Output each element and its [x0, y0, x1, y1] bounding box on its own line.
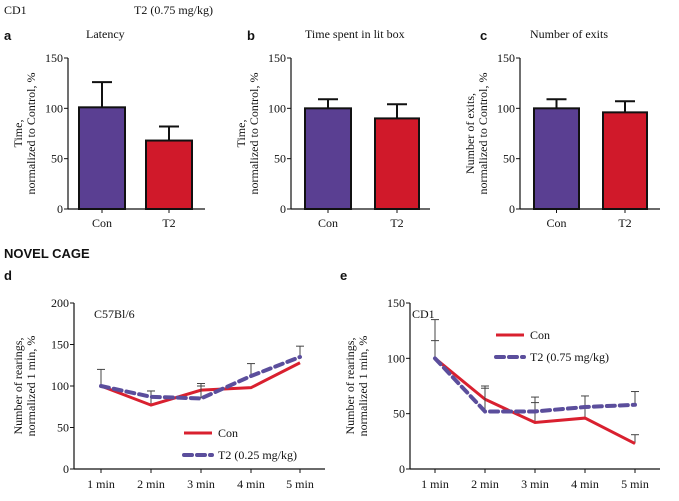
chart-title: Latency [86, 27, 125, 41]
x-tick-label: T2 [390, 216, 403, 230]
series-line-t2 [99, 354, 302, 401]
y-tick-label: 100 [268, 101, 286, 115]
x-tick-label: Con [318, 216, 338, 230]
y-tick-label: 0 [509, 202, 515, 216]
y-axis-label: normalized 1 min, % [24, 336, 38, 437]
y-tick-label: 150 [45, 51, 63, 65]
x-tick-label: 3 min [521, 477, 549, 491]
y-tick-label: 150 [387, 296, 405, 310]
y-tick-label: 50 [51, 152, 63, 166]
y-tick-label: 0 [63, 462, 69, 476]
x-tick-label: 2 min [471, 477, 499, 491]
y-tick-label: 150 [497, 51, 515, 65]
y-tick-label: 150 [268, 51, 286, 65]
x-tick-label: 4 min [237, 477, 265, 491]
y-axis-label: Time, [234, 120, 248, 148]
y-tick-label: 0 [399, 462, 405, 476]
bar-t2 [145, 139, 193, 210]
y-axis-label: Number of rearings, [343, 338, 357, 435]
panel-letter: a [4, 28, 12, 43]
x-tick-label: 5 min [621, 477, 649, 491]
bar-t2 [602, 111, 648, 210]
strain-annotation: CD1 [412, 307, 435, 321]
strain-annotation: C57Bl/6 [94, 307, 135, 321]
bar-con [533, 107, 580, 210]
legend-label: T2 (0.25 mg/kg) [218, 448, 297, 462]
y-axis-label: normalized to Control, % [247, 73, 261, 195]
chart-title: Time spent in lit box [305, 27, 405, 41]
chart-title: Number of exits [530, 27, 608, 41]
legend-label: T2 (0.75 mg/kg) [530, 350, 609, 364]
x-tick-label: 3 min [187, 477, 215, 491]
y-tick-label: 100 [497, 101, 515, 115]
x-tick-label: Con [92, 216, 112, 230]
x-tick-label: 1 min [87, 477, 115, 491]
legend-label: Con [218, 426, 238, 440]
y-axis-label: normalized to Control, % [476, 73, 490, 195]
panel-letter: e [340, 268, 347, 283]
y-tick-label: 50 [57, 421, 69, 435]
header-strain: CD1 [4, 3, 27, 17]
y-tick-label: 50 [393, 407, 405, 421]
legend-label: Con [530, 328, 550, 342]
panel-letter: c [480, 28, 487, 43]
series-line-t2 [433, 356, 637, 414]
bar-con [304, 107, 352, 210]
bar-t2 [374, 117, 420, 210]
x-tick-label: 4 min [571, 477, 599, 491]
x-tick-label: 5 min [286, 477, 314, 491]
section-title: NOVEL CAGE [4, 246, 90, 261]
y-axis-label: Time, [11, 120, 25, 148]
y-tick-label: 50 [274, 152, 286, 166]
x-tick-label: Con [546, 216, 566, 230]
y-axis-label: Number of rearings, [11, 338, 25, 435]
panel-letter: d [4, 268, 12, 283]
header-treatment: T2 (0.75 mg/kg) [134, 3, 213, 17]
y-tick-label: 0 [57, 202, 63, 216]
x-tick-label: T2 [162, 216, 175, 230]
y-tick-label: 200 [51, 296, 69, 310]
y-tick-label: 150 [51, 338, 69, 352]
y-tick-label: 0 [280, 202, 286, 216]
bar-con [78, 106, 126, 210]
panel-letter: b [247, 28, 255, 43]
y-tick-label: 50 [503, 152, 515, 166]
x-tick-label: 1 min [421, 477, 449, 491]
y-tick-label: 100 [51, 379, 69, 393]
y-axis-label: normalized 1 min, % [356, 336, 370, 437]
y-tick-label: 100 [45, 101, 63, 115]
y-tick-label: 100 [387, 351, 405, 365]
x-tick-label: T2 [618, 216, 631, 230]
y-axis-label: Number of exits, [463, 93, 477, 174]
y-axis-label: normalized to Control, % [24, 73, 38, 195]
x-tick-label: 2 min [137, 477, 165, 491]
series-line-con [434, 357, 636, 445]
